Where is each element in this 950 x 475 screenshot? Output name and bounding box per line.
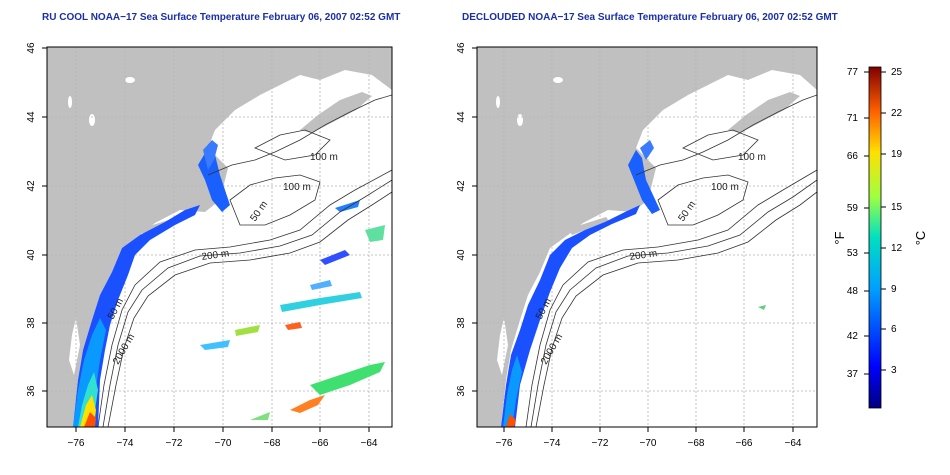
lon-tick-label: −70: [215, 438, 232, 449]
left-lat-tick-labels: 36 38 40 42 44 46: [26, 42, 37, 397]
lat-tick-label: 40: [456, 249, 467, 261]
celsius-tick: 19: [891, 149, 903, 160]
contour-label: 100 m: [283, 182, 311, 193]
contour-label: 100 m: [711, 182, 739, 193]
contour-label: 100 m: [738, 152, 766, 163]
fahrenheit-tick-labels: 77 71 66 59 53 48 42 37: [847, 67, 859, 380]
lon-tick-label: −68: [688, 438, 705, 449]
left-map: 100 m 100 m 50 m 200 m 50 m 2000 m −76 −…: [26, 42, 393, 449]
sst-imagery: [501, 140, 766, 427]
lat-tick-label: 36: [456, 385, 467, 397]
fahrenheit-tick: 66: [847, 151, 859, 162]
lon-tick-label: −70: [640, 438, 657, 449]
lat-tick-label: 42: [26, 180, 37, 192]
lake: [89, 114, 95, 126]
right-lat-tick-labels: 36 38 40 42 44 46: [456, 42, 467, 397]
lake: [553, 77, 563, 83]
celsius-tick-labels: 25 22 19 15 12 9 6 3: [891, 67, 903, 376]
celsius-tick: 12: [891, 243, 903, 254]
lon-tick-label: −72: [166, 438, 183, 449]
colorbar-ticks: [864, 71, 886, 375]
right-axis-ticks: [472, 47, 794, 432]
celsius-axis-label: °C: [913, 231, 928, 246]
lat-tick-label: 38: [456, 317, 467, 329]
chesapeake-bay: [69, 318, 80, 375]
contour-label: 100 m: [310, 152, 338, 163]
contour-label: 200 m: [629, 248, 658, 263]
lon-tick-label: −76: [68, 438, 85, 449]
lon-tick-label: −74: [117, 438, 134, 449]
fahrenheit-tick: 42: [847, 331, 859, 342]
fahrenheit-tick: 59: [847, 203, 859, 214]
lon-tick-label: −64: [361, 438, 378, 449]
lake: [68, 96, 72, 108]
long-island: [568, 217, 609, 235]
lake: [496, 96, 500, 108]
left-map-frame: [46, 46, 393, 428]
lake: [517, 114, 523, 126]
lat-tick-label: 40: [26, 249, 37, 261]
fahrenheit-tick: 48: [847, 286, 859, 297]
left-lon-tick-labels: −76 −74 −72 −70 −68 −66 −64: [68, 438, 378, 449]
bathymetry-contours: [97, 94, 392, 427]
fahrenheit-tick: 77: [847, 67, 859, 78]
sst-imagery: [73, 140, 385, 427]
celsius-tick: 25: [891, 67, 903, 78]
left-axis-ticks: [42, 47, 370, 432]
celsius-tick: 6: [891, 324, 897, 335]
contour-label: 200 m: [201, 248, 230, 263]
lon-tick-label: −66: [312, 438, 329, 449]
lat-tick-label: 46: [26, 42, 37, 54]
lon-tick-label: −68: [264, 438, 281, 449]
fahrenheit-axis-label: °F: [832, 231, 847, 244]
bathymetry-contours: [525, 94, 817, 427]
lat-tick-label: 38: [26, 317, 37, 329]
colorbar-gradient: [868, 66, 882, 409]
land-mass: [47, 47, 392, 427]
right-map: 100 m 100 m 50 m 200 m 50 m 2000 m −76 −…: [456, 42, 818, 449]
lon-tick-label: −72: [592, 438, 609, 449]
lat-tick-label: 46: [456, 42, 467, 54]
colorbar: 77 71 66 59 53 48 42 37 25 22 19 15 12 9…: [832, 66, 928, 409]
fahrenheit-tick: 71: [847, 113, 859, 124]
celsius-tick: 15: [891, 202, 903, 213]
lon-tick-label: −74: [544, 438, 561, 449]
lon-tick-label: −76: [496, 438, 513, 449]
land-mass: [477, 47, 817, 427]
right-map-frame: [476, 46, 818, 428]
lake: [125, 77, 135, 83]
lon-tick-label: −64: [785, 438, 802, 449]
fahrenheit-tick: 53: [847, 248, 859, 259]
lat-tick-label: 42: [456, 180, 467, 192]
lat-tick-label: 44: [456, 111, 467, 123]
celsius-tick: 3: [891, 365, 897, 376]
lon-tick-label: −66: [736, 438, 753, 449]
nova-scotia: [728, 92, 800, 133]
right-map-title: DECLOUDED NOAA−17 Sea Surface Temperatur…: [462, 12, 838, 23]
nova-scotia: [300, 92, 372, 133]
lat-tick-label: 44: [26, 111, 37, 123]
fahrenheit-tick: 37: [847, 369, 859, 380]
celsius-tick: 22: [891, 108, 903, 119]
right-lon-tick-labels: −76 −74 −72 −70 −68 −66 −64: [496, 438, 802, 449]
chesapeake-bay: [497, 318, 508, 375]
celsius-tick: 9: [891, 284, 897, 295]
lat-tick-label: 36: [26, 385, 37, 397]
left-map-title: RU COOL NOAA−17 Sea Surface Temperature …: [42, 12, 401, 23]
